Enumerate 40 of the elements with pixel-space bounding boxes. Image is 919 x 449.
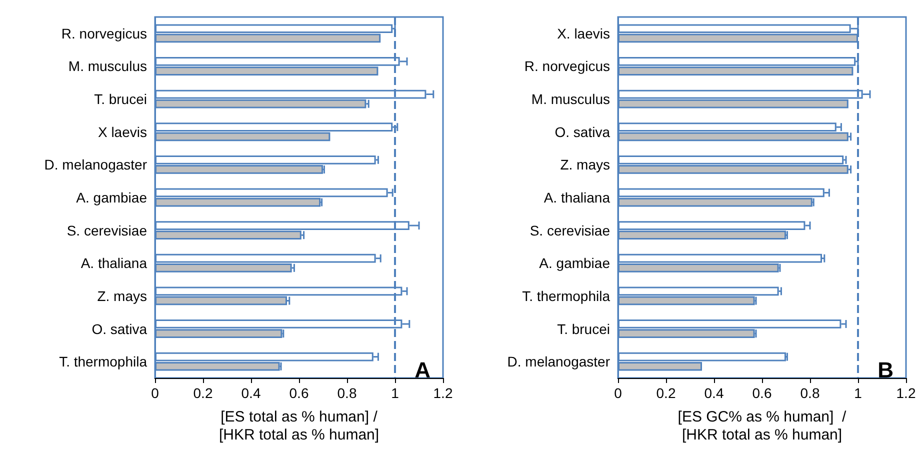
y-tick-label: O. sativa	[92, 320, 148, 337]
y-tick-label: M. musculus	[531, 91, 610, 108]
x-tick-label: 0	[614, 385, 622, 401]
x-tick-label: 0.6	[289, 385, 309, 401]
x-tick-label: 1.2	[896, 385, 916, 401]
annotation: B	[878, 358, 894, 382]
y-tick-label: A. gambiae	[539, 255, 610, 272]
y-tick-label: A. thaliana	[80, 255, 148, 272]
y-tick-label: S. cerevisiae	[66, 222, 148, 238]
y-tick-label: T. brucei	[94, 91, 147, 108]
y-tick-label: X laevis	[98, 124, 147, 140]
y-tick-label: T. brucei	[557, 320, 610, 337]
x-tick-label: 0	[151, 385, 160, 401]
y-tick-label: O. sativa	[554, 124, 610, 140]
y-tick-label: D. melanogaster	[44, 156, 148, 173]
x-tick-label: 0.4	[704, 385, 724, 401]
y-tick-label: Z. mays	[97, 288, 147, 304]
y-tick-label: T. thermophila	[522, 288, 610, 304]
x-tick-label: 0.4	[241, 385, 261, 401]
y-tick-label: T. thermophila	[59, 354, 148, 370]
x-tick-label: 0.6	[752, 385, 772, 401]
y-tick-label: A. thaliana	[544, 190, 610, 206]
y-tick-label: X. laevis	[557, 25, 610, 42]
x-tick-label: 1.2	[433, 385, 453, 401]
x-axis-title: [ES GC% as % human] / [HKR total as % human]	[678, 408, 848, 444]
y-tick-label: Z. mays	[560, 156, 610, 173]
x-tick-label: 0.8	[800, 385, 820, 401]
x-tick-label: 1	[854, 385, 862, 401]
y-tick-label: S. cerevisiae	[530, 222, 610, 238]
annotation: A	[414, 358, 431, 382]
y-tick-label: D. melanogaster	[507, 354, 610, 370]
x-tick-label: 0.2	[193, 385, 213, 401]
x-tick-label: 1	[391, 385, 400, 401]
y-tick-label: A. gambiae	[76, 190, 148, 206]
y-tick-label: M. musculus	[68, 58, 147, 74]
x-axis-title: [ES total as % human] / [HKR total as % human]	[218, 408, 380, 444]
y-tick-label: R. norvegicus	[524, 58, 610, 74]
x-tick-label: 0.2	[656, 385, 676, 401]
y-tick-label: R. norvegicus	[61, 25, 147, 42]
x-tick-label: 0.8	[337, 385, 357, 401]
